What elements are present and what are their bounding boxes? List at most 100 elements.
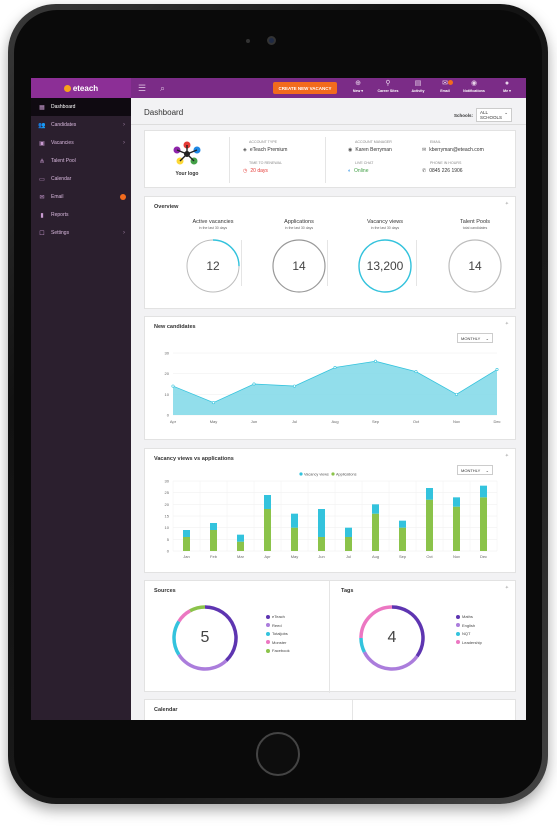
search-icon[interactable]: ⌕ xyxy=(160,83,166,93)
bar-applications xyxy=(291,527,298,551)
pin-icon[interactable]: ✦ xyxy=(504,453,509,459)
career-sites-button[interactable]: ⚲ Career Sites xyxy=(373,80,403,98)
tags-title: Tags xyxy=(341,588,354,594)
data-point xyxy=(374,359,378,363)
data-point xyxy=(333,365,337,369)
sidebar-item-label: Talent Pool xyxy=(51,158,76,164)
y-tick-label: 10 xyxy=(165,392,170,397)
y-tick-label: 25 xyxy=(165,490,170,495)
sidebar-item-dashboard[interactable]: ▦ Dashboard xyxy=(31,98,131,116)
front-sensor xyxy=(246,39,250,43)
legend-label: Facebook xyxy=(272,648,290,653)
new-menu-label: New ▾ xyxy=(352,89,364,93)
bar-applications xyxy=(480,497,487,551)
donut-slice xyxy=(189,605,206,613)
legend-swatch xyxy=(299,472,303,476)
sidebar-item-reports[interactable]: ▮ Reports xyxy=(31,206,131,224)
pin-icon[interactable]: ✦ xyxy=(504,201,509,207)
sources-donut xyxy=(172,605,238,671)
data-point xyxy=(171,384,175,388)
sidebar-item-settings[interactable]: ☐ Settings › xyxy=(31,224,131,242)
email-label: Email xyxy=(440,89,450,93)
schools-filter: Schools: ALL SCHOOLS ⌄ xyxy=(454,108,513,122)
new-candidates-period-select[interactable]: MONTHLY ⌄ xyxy=(457,333,493,343)
sidebar-item-vacancies[interactable]: ▣ Vacancies › xyxy=(31,134,131,152)
create-vacancy-button[interactable]: CREATE NEW VACANCY xyxy=(273,82,337,94)
overview-divider xyxy=(327,240,328,286)
me-menu[interactable]: ● Me ▾ xyxy=(492,80,522,98)
sidebar-item-label: Settings xyxy=(51,230,70,236)
ov-value-views: 13,200 xyxy=(366,259,404,273)
bar-vacancy-views xyxy=(426,488,433,500)
new-candidates-chart: 0 10 20 30 Apr May Jun Jul Aug Sep Oct Nov Dec xyxy=(165,351,501,425)
chevron-down-icon: ⌄ xyxy=(485,467,489,473)
live-chat-value: Online xyxy=(354,168,369,174)
area-fill xyxy=(173,361,497,415)
email-badge xyxy=(120,194,126,200)
home-button[interactable] xyxy=(256,732,300,776)
chevron-right-icon: › xyxy=(123,140,125,146)
overview-card: Overview ✦ xyxy=(144,196,516,309)
email-button[interactable]: ✉ Email xyxy=(430,80,460,98)
x-tick-label: Nov xyxy=(453,554,460,559)
legend-swatch xyxy=(266,640,270,644)
school-logo-icon xyxy=(173,141,201,165)
ov-sub-talent: total candidates xyxy=(462,226,488,230)
overview-divider xyxy=(241,240,242,286)
vacancy-views-period-select[interactable]: MONTHLY ⌄ xyxy=(457,465,493,475)
data-point xyxy=(293,384,297,388)
ov-ring-active xyxy=(186,239,240,293)
bar-vacancy-views xyxy=(372,504,379,514)
front-camera xyxy=(267,36,276,45)
legend-item: Leadership xyxy=(456,640,482,645)
main-content: Dashboard Schools: ALL SCHOOLS ⌄ Your log… xyxy=(131,98,526,720)
legend-swatch xyxy=(456,631,460,636)
phone-icon: ✆ xyxy=(422,168,427,174)
activity-button[interactable]: ▤ Activity xyxy=(403,80,433,98)
y-tick-label: 20 xyxy=(165,502,170,507)
x-tick-label: Jul xyxy=(346,554,351,559)
new-candidates-title: New candidates xyxy=(154,324,196,330)
page-title: Dashboard xyxy=(144,108,184,117)
sidebar-item-calendar[interactable]: ▭ Calendar xyxy=(31,170,131,188)
ov-ring-views xyxy=(358,239,412,293)
schools-select[interactable]: ALL SCHOOLS ⌄ xyxy=(476,108,513,122)
bar-vacancy-views xyxy=(210,523,217,530)
new-menu[interactable]: ⊕ New ▾ xyxy=(343,80,373,98)
y-tick-label: 30 xyxy=(165,479,170,484)
sidebar-item-candidates[interactable]: 👥 Candidates › xyxy=(31,116,131,134)
legend-swatch xyxy=(331,472,335,476)
data-point xyxy=(495,368,499,372)
legend-label: Applications xyxy=(336,473,357,477)
talent-pool-icon: ⋔ xyxy=(39,158,45,165)
sources-tags-card: Sources Tags ✦ 5 eTeach Reed Totaljobs Mons… xyxy=(144,580,516,693)
timer-icon: ◷ xyxy=(243,168,248,174)
eteach-logo[interactable]: eteach xyxy=(31,78,131,98)
data-point xyxy=(252,382,256,386)
chevron-down-icon: ⌄ xyxy=(504,110,509,115)
menu-icon[interactable]: ☰ xyxy=(138,83,147,93)
sidebar-item-label: Vacancies xyxy=(51,140,74,146)
live-chat-status[interactable]: ◐ Online xyxy=(348,168,368,174)
pin-icon[interactable]: ✦ xyxy=(504,321,509,327)
sidebar-item-talent-pool[interactable]: ⋔ Talent Pool xyxy=(31,152,131,170)
reports-icon: ▮ xyxy=(40,212,44,219)
pin-icon[interactable]: ✦ xyxy=(504,585,509,591)
x-tick-label: Dec xyxy=(493,419,500,424)
x-tick-label: Jan xyxy=(183,554,189,559)
email-icon: ✉ xyxy=(39,194,45,201)
data-point xyxy=(414,370,418,374)
legend-item: Facebook xyxy=(266,648,290,653)
ov-ring-applications xyxy=(272,239,326,293)
sidebar-item-email[interactable]: ✉ Email xyxy=(31,188,131,206)
manager-email[interactable]: ✉ kberryman@eteach.com xyxy=(422,147,484,153)
data-point xyxy=(212,401,216,405)
me-menu-label: Me ▾ xyxy=(503,89,511,93)
notifications-button[interactable]: ◉ Notifications xyxy=(459,80,489,98)
ov-ring-talent xyxy=(448,239,502,293)
x-tick-label: Sep xyxy=(399,554,407,559)
donut-slice xyxy=(204,605,238,662)
ov-label-active: Active vacancies xyxy=(192,219,234,225)
sources-tags-divider xyxy=(329,581,330,693)
calendar-icon: ▭ xyxy=(39,176,45,183)
